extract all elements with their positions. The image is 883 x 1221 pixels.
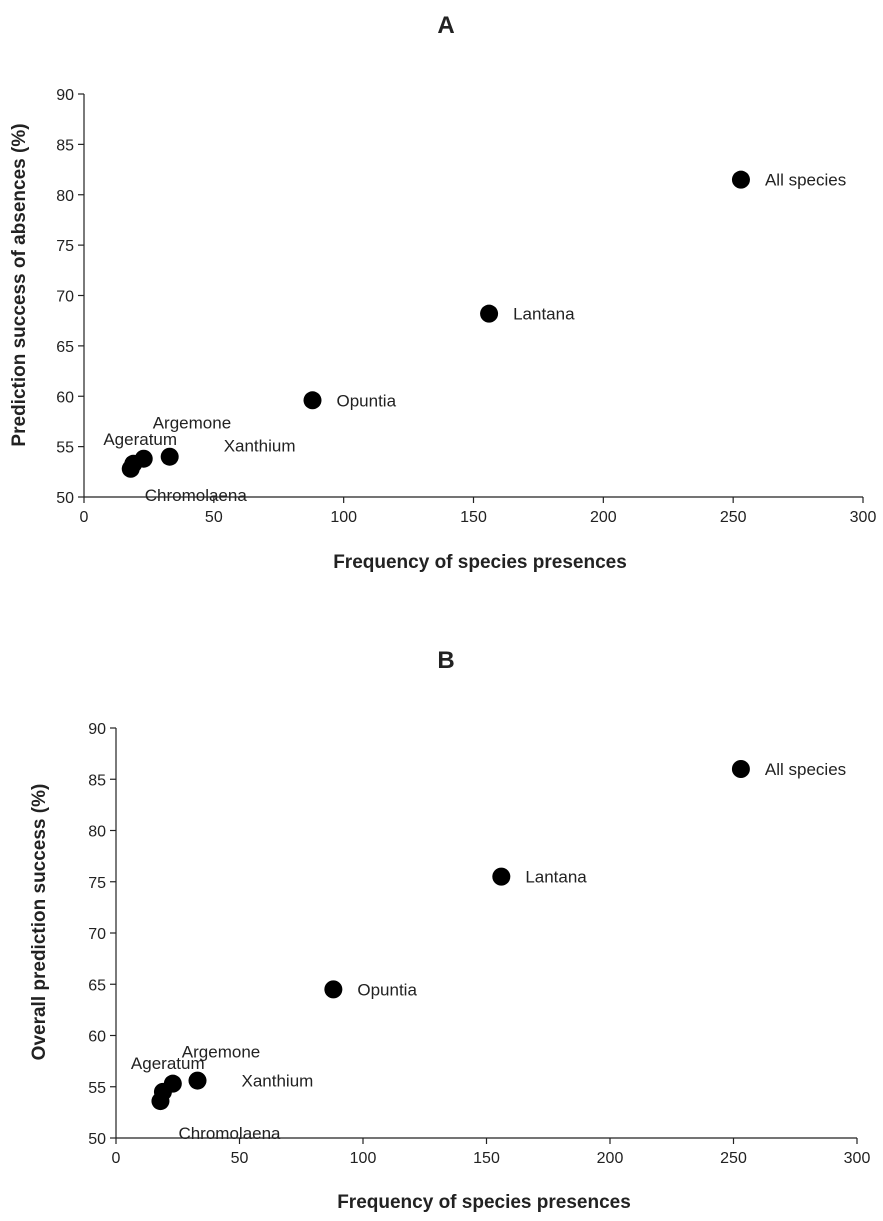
y-axis-title: Prediction success of absences (%) bbox=[9, 123, 30, 446]
y-tick-label: 50 bbox=[88, 1131, 106, 1148]
data-label: Opuntia bbox=[337, 391, 397, 410]
y-tick-label: 50 bbox=[56, 490, 74, 507]
y-tick-label: 90 bbox=[56, 87, 74, 104]
x-tick-label: 200 bbox=[597, 1150, 624, 1167]
y-tick-label: 75 bbox=[88, 875, 106, 892]
x-tick-label: 250 bbox=[720, 1150, 747, 1167]
data-point bbox=[151, 1092, 170, 1111]
x-axis-title: Frequency of species presences bbox=[333, 552, 627, 573]
y-tick-label: 75 bbox=[56, 238, 74, 255]
data-point bbox=[480, 304, 499, 323]
data-label: All species bbox=[765, 760, 846, 779]
chart-title: A bbox=[437, 12, 454, 39]
y-tick-label: 65 bbox=[88, 977, 106, 994]
x-axis-title: Frequency of species presences bbox=[337, 1192, 631, 1213]
data-label: Xanthium bbox=[224, 437, 296, 456]
chart-panel-b: B 50 55 60 65 70 75 80 85 90 0 50 100 150 200 250 300 A… bbox=[29, 647, 870, 1213]
data-point bbox=[731, 760, 750, 778]
x-tick-label: 0 bbox=[112, 1150, 121, 1167]
points-group: All species Lantana Opuntia Xanthium Argemon… bbox=[131, 760, 846, 1143]
ticks-group: 50 55 60 65 70 75 80 85 90 0 50 100 150 200 250 300 bbox=[56, 87, 876, 526]
data-label: Lantana bbox=[513, 305, 575, 324]
ticks-group: 50 55 60 65 70 75 80 85 90 0 50 100 150 200 250 300 bbox=[88, 721, 870, 1167]
data-point bbox=[303, 391, 322, 410]
y-tick-label: 65 bbox=[56, 339, 74, 356]
y-tick-label: 85 bbox=[88, 772, 106, 789]
data-point bbox=[160, 447, 179, 466]
data-label: All species bbox=[765, 171, 846, 190]
data-point bbox=[731, 170, 750, 189]
data-label: Ageratum bbox=[131, 1054, 205, 1073]
data-label: Argemone bbox=[182, 1043, 260, 1062]
y-tick-label: 70 bbox=[56, 289, 74, 306]
data-label: Opuntia bbox=[357, 980, 417, 999]
data-label: Chromolaena bbox=[145, 486, 248, 505]
x-tick-label: 250 bbox=[720, 509, 747, 526]
data-label: Ageratum bbox=[103, 430, 177, 449]
y-tick-label: 80 bbox=[88, 824, 106, 841]
y-tick-label: 60 bbox=[56, 389, 74, 406]
x-tick-label: 100 bbox=[350, 1150, 377, 1167]
y-tick-label: 85 bbox=[56, 137, 74, 154]
x-tick-label: 300 bbox=[844, 1150, 871, 1167]
x-tick-label: 100 bbox=[330, 509, 357, 526]
data-label: Xanthium bbox=[242, 1072, 314, 1091]
y-tick-label: 60 bbox=[88, 1029, 106, 1046]
data-label: Chromolaena bbox=[178, 1124, 281, 1143]
data-point bbox=[492, 867, 511, 886]
data-point bbox=[324, 980, 343, 999]
points-group: All species Lantana Opuntia Xanthium Argemon… bbox=[103, 170, 846, 505]
data-point bbox=[121, 459, 140, 478]
x-tick-label: 200 bbox=[590, 509, 617, 526]
chart-panel-a: A 50 55 60 65 70 75 80 85 90 0 50 100 150 200 250 300 A… bbox=[9, 12, 876, 573]
x-tick-label: 150 bbox=[473, 1150, 500, 1167]
y-tick-label: 55 bbox=[56, 440, 74, 457]
x-tick-label: 0 bbox=[80, 509, 89, 526]
y-axis-title: Overall prediction success (%) bbox=[29, 784, 50, 1061]
y-tick-label: 70 bbox=[88, 926, 106, 943]
y-tick-label: 55 bbox=[88, 1080, 106, 1097]
y-tick-label: 90 bbox=[88, 721, 106, 738]
x-tick-label: 50 bbox=[205, 509, 223, 526]
data-label: Argemone bbox=[153, 414, 231, 433]
x-tick-label: 300 bbox=[850, 509, 877, 526]
data-label: Lantana bbox=[525, 868, 587, 887]
x-tick-label: 150 bbox=[460, 509, 487, 526]
x-tick-label: 50 bbox=[231, 1150, 249, 1167]
chart-title: B bbox=[437, 647, 454, 674]
y-tick-label: 80 bbox=[56, 188, 74, 205]
data-point bbox=[188, 1071, 207, 1090]
